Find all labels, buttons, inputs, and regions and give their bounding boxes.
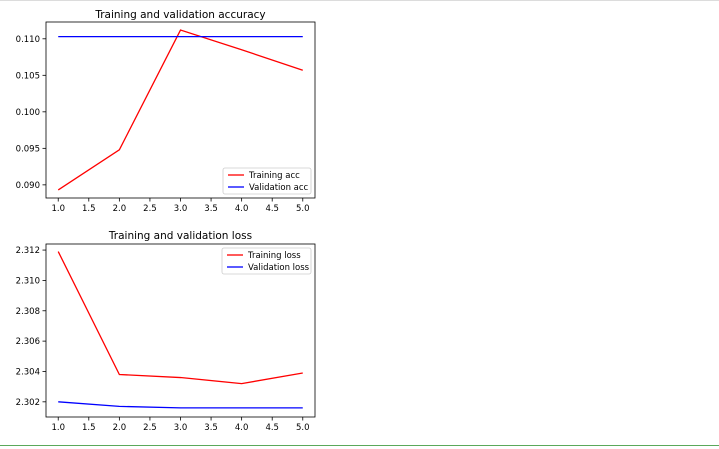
x-tick-label: 4.5 (265, 423, 279, 433)
legend-label-validation: Validation acc (249, 183, 309, 193)
legend-label-training: Training acc (248, 171, 300, 181)
x-tick-label: 2.5 (143, 204, 157, 214)
y-tick-label: 0.095 (16, 144, 40, 154)
x-tick-label: 2.0 (113, 423, 127, 433)
bottom-divider (0, 445, 719, 446)
legend-box (222, 167, 312, 195)
series-line-validation (58, 401, 303, 409)
top-divider (0, 0, 719, 1)
x-tick-label: 2.0 (113, 204, 127, 214)
y-tick-label: 0.110 (16, 35, 40, 45)
legend-label-validation: Validation loss (248, 263, 310, 273)
x-tick-label: 5.0 (296, 204, 310, 214)
y-tick-label: 2.310 (16, 276, 40, 286)
chart-title: Training and validation accuracy (94, 9, 265, 21)
x-tick-label: 5.0 (296, 423, 310, 433)
x-tick-label: 1.0 (51, 204, 65, 214)
x-tick-label: 1.5 (82, 423, 96, 433)
y-tick-label: 2.312 (16, 246, 40, 256)
x-tick-label: 3.5 (204, 423, 218, 433)
x-tick-label: 3.0 (174, 204, 188, 214)
legend-box (221, 247, 312, 275)
x-tick-label: 1.0 (51, 423, 65, 433)
x-tick-label: 1.5 (82, 204, 96, 214)
y-tick-label: 0.090 (16, 181, 40, 191)
x-tick-label: 3.5 (204, 204, 218, 214)
x-tick-label: 3.0 (174, 423, 188, 433)
y-tick-label: 2.306 (16, 337, 40, 347)
x-tick-label: 4.0 (235, 423, 249, 433)
legend-label-training: Training loss (247, 251, 301, 261)
series-line-training (57, 251, 303, 385)
y-tick-label: 0.105 (16, 71, 40, 81)
x-tick-label: 4.5 (265, 204, 279, 214)
y-tick-label: 2.308 (16, 307, 40, 317)
x-tick-label: 2.5 (143, 423, 157, 433)
y-tick-label: 2.302 (16, 398, 40, 408)
y-tick-label: 0.100 (16, 108, 40, 118)
x-tick-label: 4.0 (235, 204, 249, 214)
y-tick-label: 2.304 (16, 367, 40, 377)
chart-title: Training and validation loss (108, 230, 252, 242)
series-line-training (57, 29, 303, 191)
